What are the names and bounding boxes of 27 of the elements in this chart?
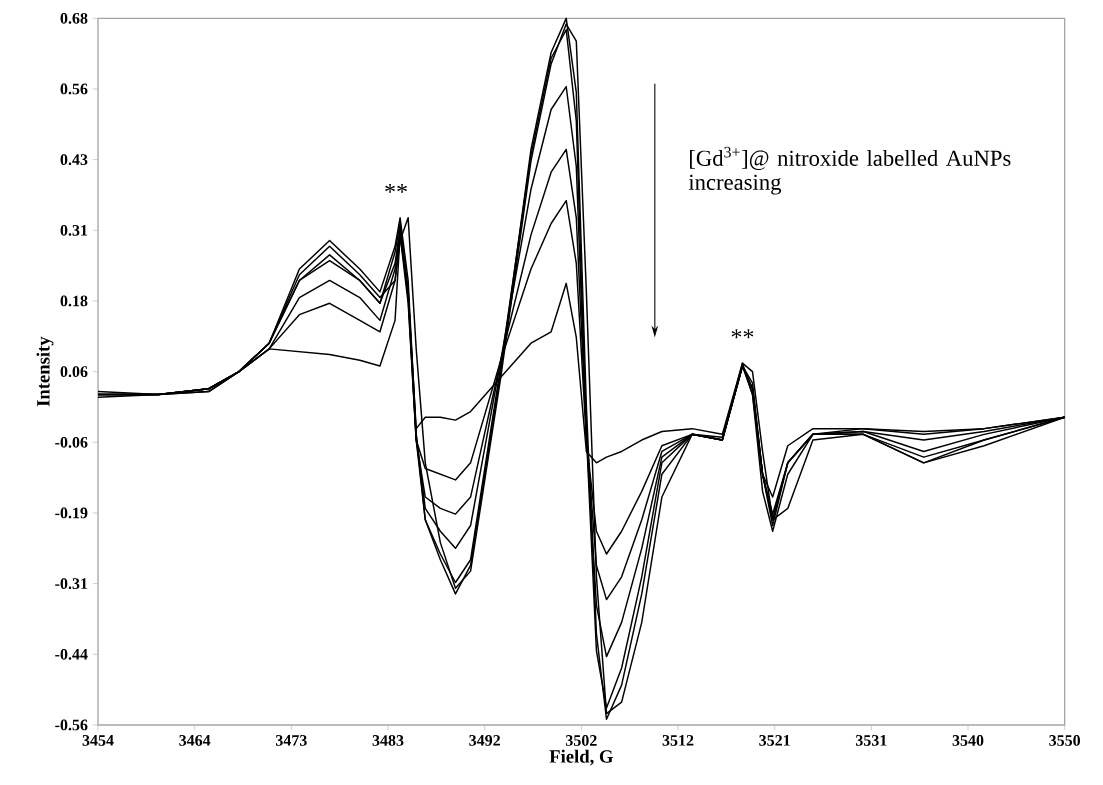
y-tick-label: 0.31	[60, 224, 88, 236]
y-tick-label: -0.56	[55, 719, 88, 731]
y-tick-label: -0.06	[55, 436, 88, 448]
x-tick-label: 3473	[275, 735, 307, 746]
x-tick-label: 3531	[855, 735, 887, 746]
x-axis-title: Field, G	[549, 749, 613, 766]
x-tick-label: 3502	[565, 735, 597, 746]
annotation: **	[385, 184, 407, 193]
x-tick-label: 3464	[179, 735, 211, 746]
x-tick-label: 3492	[469, 735, 500, 746]
y-axis-title: Intensity	[36, 336, 54, 407]
y-tick-label: 0.18	[60, 295, 88, 307]
x-tick-label: 3483	[372, 735, 404, 746]
x-tick-label: 3550	[1049, 735, 1081, 746]
annotation: [Gd$^{3+}$]@ nitroxide labelled AuNPs increasing	[688, 146, 1011, 195]
y-tick-label: 0.43	[60, 154, 88, 166]
y-tick-label: -0.44	[55, 648, 88, 660]
y-tick-label: 0.56	[60, 83, 88, 95]
y-tick-label: 0.68	[60, 12, 88, 24]
x-tick-label: 3521	[759, 735, 790, 746]
y-tick-label: -0.19	[55, 507, 88, 519]
x-tick-label: 3512	[662, 735, 694, 746]
annotation: **	[731, 329, 754, 339]
y-tick-label: 0.06	[60, 366, 88, 378]
y-tick-label: -0.31	[55, 578, 88, 590]
x-tick-label: 3454	[82, 735, 114, 746]
x-tick-label: 3540	[952, 735, 984, 746]
